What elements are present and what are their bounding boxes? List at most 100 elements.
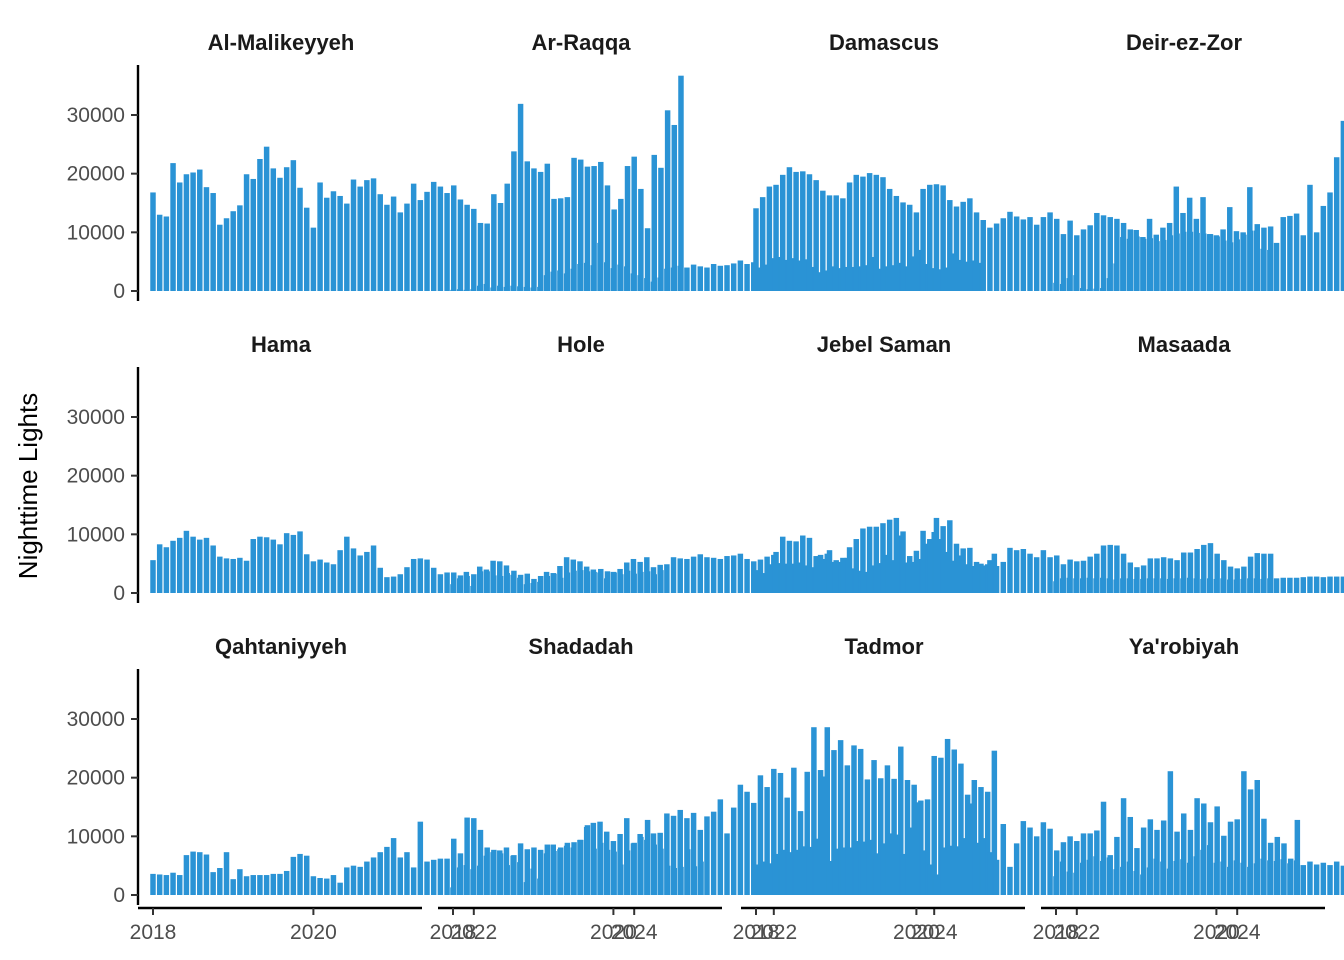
bar: [846, 547, 853, 593]
bar: [866, 839, 873, 895]
bar: [1340, 120, 1344, 292]
x-tick-label: 2020: [590, 921, 637, 944]
bar: [223, 852, 230, 895]
bar: [1047, 828, 1053, 895]
bar: [1267, 553, 1274, 593]
bar: [1320, 577, 1327, 593]
bar: [357, 186, 363, 291]
bar: [853, 539, 859, 593]
panel-title: Masaada: [1138, 332, 1232, 357]
bar: [1093, 288, 1099, 291]
bar: [497, 850, 503, 895]
bar: [690, 264, 697, 291]
bar: [583, 262, 590, 291]
bar: [1193, 218, 1200, 291]
bar: [871, 760, 877, 895]
bar: [1213, 862, 1220, 895]
bar: [900, 531, 906, 593]
bar: [537, 286, 543, 291]
bar: [370, 545, 377, 593]
bar: [657, 832, 663, 895]
bar: [557, 566, 563, 593]
panel-deir-ez-zor: Deir-ez-Zor: [1053, 30, 1344, 292]
bar: [710, 264, 717, 291]
bar: [590, 822, 597, 895]
bar: [1166, 578, 1173, 593]
bar: [384, 204, 390, 291]
bar: [1074, 235, 1080, 291]
bar: [611, 209, 617, 291]
bar: [1140, 578, 1146, 593]
bar: [1153, 234, 1159, 291]
bar: [337, 882, 343, 895]
bar: [1093, 856, 1099, 895]
bar: [603, 262, 610, 291]
bar: [1253, 863, 1260, 895]
bar: [250, 178, 256, 291]
bar: [1133, 870, 1139, 895]
bar: [183, 530, 190, 593]
bar: [1027, 217, 1033, 291]
bar: [1113, 579, 1119, 593]
bar: [893, 517, 900, 593]
bar: [270, 539, 277, 593]
bar: [777, 772, 784, 895]
bar: [1053, 282, 1059, 291]
bar: [766, 186, 773, 291]
bar: [490, 852, 496, 895]
bar: [598, 161, 604, 291]
bar: [1147, 558, 1154, 593]
bar: [993, 859, 1000, 895]
bar: [1167, 558, 1174, 593]
bar: [851, 745, 857, 895]
bar: [993, 223, 1000, 291]
bar: [884, 765, 891, 895]
bar: [1146, 218, 1153, 291]
bar: [1293, 213, 1300, 291]
panel-title: Al-Malikeyyeh: [208, 30, 355, 55]
bar: [813, 838, 819, 895]
bar: [853, 841, 859, 895]
bar: [1267, 578, 1273, 593]
bar: [1320, 205, 1327, 291]
bar: [524, 573, 531, 593]
bar: [1120, 553, 1127, 593]
bar: [1067, 220, 1073, 291]
bar: [984, 791, 991, 895]
bar: [357, 555, 363, 593]
bar: [773, 551, 779, 593]
bar: [1313, 864, 1320, 895]
bar: [650, 567, 657, 593]
bar: [800, 171, 806, 291]
bar: [840, 847, 846, 895]
bar: [310, 227, 317, 291]
bar: [1200, 197, 1206, 291]
bar: [450, 887, 456, 895]
bar: [1260, 858, 1266, 895]
bar: [1273, 578, 1280, 593]
bar: [1207, 543, 1214, 593]
bar: [846, 182, 853, 291]
bar: [677, 265, 683, 291]
bar: [684, 267, 690, 291]
bar: [630, 558, 637, 593]
panel-title: Hole: [557, 332, 605, 357]
bar: [1307, 184, 1313, 291]
bar: [833, 848, 839, 895]
panel-title: Ya'robiyah: [1129, 634, 1239, 659]
bar: [1093, 578, 1099, 593]
bar: [537, 171, 544, 291]
bar: [717, 799, 724, 895]
bar: [163, 547, 170, 593]
y-tick-label: 20000: [67, 465, 125, 488]
x-tick-label: 2018: [733, 921, 780, 944]
bar: [1273, 242, 1280, 291]
bar: [497, 561, 503, 593]
bar: [880, 177, 886, 291]
bar: [303, 554, 310, 593]
bar: [563, 845, 570, 895]
bar: [1067, 559, 1073, 593]
bar: [677, 558, 683, 593]
bar: [938, 757, 944, 895]
bar: [590, 569, 597, 593]
